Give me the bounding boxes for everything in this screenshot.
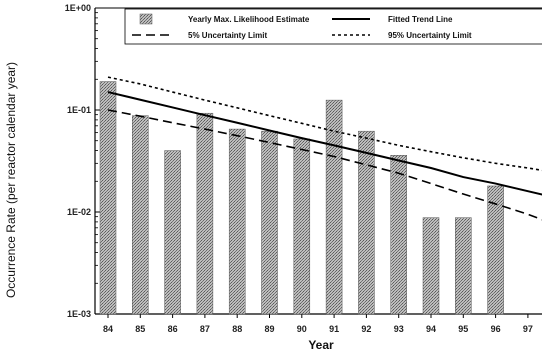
x-tick-label: 89 — [264, 324, 274, 334]
legend-swatch — [139, 13, 153, 25]
legend-box — [124, 8, 542, 45]
bar — [261, 130, 278, 315]
bar — [293, 138, 311, 315]
bar — [325, 99, 343, 315]
x-axis-title: Year — [308, 338, 334, 352]
bar — [196, 112, 214, 315]
y-tick-label: 1E-03 — [67, 309, 91, 319]
y-tick-label: 1E-02 — [67, 207, 91, 217]
x-tick-label: 85 — [135, 324, 145, 334]
y-axis-title: Occurrence Rate (per reactor calendar ye… — [4, 62, 18, 298]
bar — [132, 115, 149, 315]
x-tick-label: 84 — [103, 324, 113, 334]
x-tick-label: 90 — [297, 324, 307, 334]
x-tick-label: 88 — [232, 324, 242, 334]
legend: Yearly Max. Likelihood Estimate Fitted Tr… — [124, 8, 542, 45]
bar — [228, 128, 246, 315]
bar — [422, 217, 440, 315]
legend-label: Yearly Max. Likelihood Estimate — [188, 15, 310, 24]
x-tick-label: 96 — [491, 324, 501, 334]
x-tick-label: 86 — [168, 324, 178, 334]
y-tick-label: 1E-01 — [67, 105, 91, 115]
bar — [164, 150, 181, 315]
x-tick-label: 95 — [458, 324, 468, 334]
x-tick-label: 93 — [394, 324, 404, 334]
x-tick-label: 87 — [200, 324, 210, 334]
legend-label: Fitted Trend Line — [388, 15, 453, 24]
series-line — [107, 91, 542, 196]
bar — [487, 185, 504, 315]
y-tick-label: 1E+00 — [65, 3, 91, 13]
x-tick-label: 91 — [329, 324, 339, 334]
bar — [390, 155, 407, 315]
legend-label: 95% Uncertainty Limit — [388, 31, 472, 40]
series-line — [107, 109, 542, 221]
x-tick-label: 97 — [523, 324, 533, 334]
bar — [455, 217, 472, 315]
bar — [358, 130, 375, 315]
bar — [99, 81, 117, 315]
series-line — [107, 76, 542, 172]
legend-label: 5% Uncertainty Limit — [188, 31, 267, 40]
x-tick-label: 94 — [426, 324, 436, 334]
x-tick-label: 92 — [361, 324, 371, 334]
